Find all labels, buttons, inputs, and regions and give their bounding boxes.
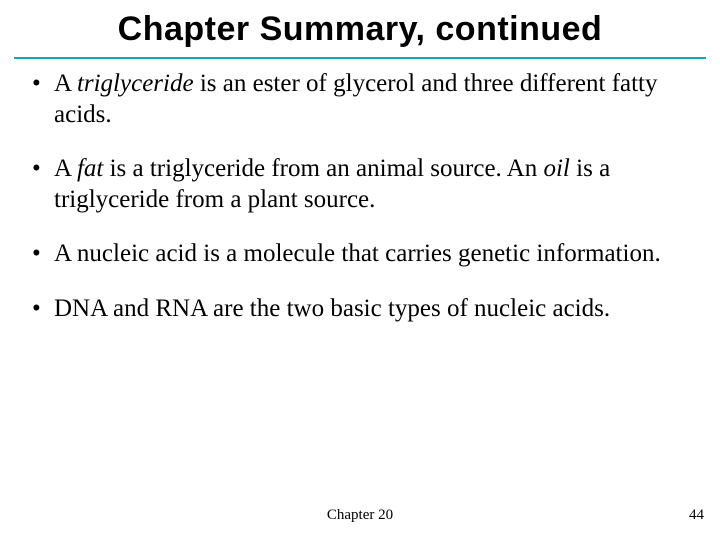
bullet-italic: oil bbox=[543, 155, 569, 182]
bullet-mid: is a triglyceride from an animal source.… bbox=[103, 155, 543, 182]
bullet-item: • DNA and RNA are the two basic types of… bbox=[28, 294, 692, 325]
bullet-mark: • bbox=[28, 294, 54, 325]
bullet-mark: • bbox=[28, 154, 54, 185]
bullet-text: A nucleic acid is a molecule that carrie… bbox=[54, 239, 692, 270]
bullet-pre: DNA and RNA are the two basic types of n… bbox=[54, 295, 610, 322]
bullet-item: • A triglyceride is an ester of glycerol… bbox=[28, 69, 692, 130]
bullet-italic: fat bbox=[77, 155, 103, 182]
bullet-pre: A nucleic acid is a molecule that carrie… bbox=[54, 240, 661, 267]
bullet-pre: A bbox=[54, 70, 77, 97]
bullet-item: • A fat is a triglyceride from an animal… bbox=[28, 154, 692, 215]
bullet-text: A triglyceride is an ester of glycerol a… bbox=[54, 69, 692, 130]
bullet-mark: • bbox=[28, 239, 54, 270]
page-title: Chapter Summary, continued bbox=[0, 10, 720, 49]
bullet-mark: • bbox=[28, 69, 54, 100]
bullet-item: • A nucleic acid is a molecule that carr… bbox=[28, 239, 692, 270]
bullet-text: DNA and RNA are the two basic types of n… bbox=[54, 294, 692, 325]
footer-chapter: Chapter 20 bbox=[0, 507, 720, 524]
bullet-text: A fat is a triglyceride from an animal s… bbox=[54, 154, 692, 215]
content-area: • A triglyceride is an ester of glycerol… bbox=[0, 59, 720, 324]
title-area: Chapter Summary, continued bbox=[0, 0, 720, 57]
bullet-pre: A bbox=[54, 155, 77, 182]
bullet-italic: triglyceride bbox=[77, 70, 194, 97]
footer-page-number: 44 bbox=[689, 507, 704, 524]
